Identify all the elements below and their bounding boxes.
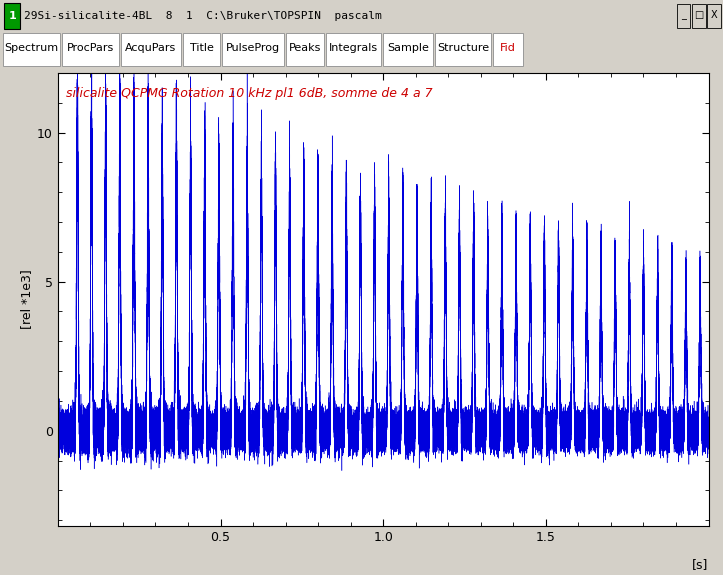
Bar [62, 33, 119, 66]
Text: 1: 1 [9, 11, 16, 21]
Text: Integrals: Integrals [329, 43, 378, 53]
Bar [183, 33, 220, 66]
Bar [3, 33, 60, 66]
Text: Sample: Sample [387, 43, 429, 53]
Text: X: X [711, 10, 717, 20]
Text: _: _ [681, 10, 686, 20]
Text: AcquPars: AcquPars [125, 43, 176, 53]
Text: Spectrum: Spectrum [4, 43, 59, 53]
Bar [435, 33, 491, 66]
Text: [s]: [s] [692, 558, 709, 571]
Text: 29Si-silicalite-4BL  8  1  C:\Bruker\TOPSPIN  pascalm: 29Si-silicalite-4BL 8 1 C:\Bruker\TOPSPI… [24, 11, 382, 21]
Bar [326, 33, 381, 66]
Text: PulseProg: PulseProg [226, 43, 280, 53]
Bar [677, 4, 690, 28]
Bar [383, 33, 433, 66]
Bar [707, 4, 721, 28]
Text: Title: Title [189, 43, 213, 53]
Bar [121, 33, 181, 66]
Y-axis label: [rel *1e3]: [rel *1e3] [20, 270, 33, 329]
Text: Peaks: Peaks [288, 43, 321, 53]
Bar [493, 33, 523, 66]
Bar [222, 33, 284, 66]
Text: Structure: Structure [437, 43, 489, 53]
Bar [692, 4, 706, 28]
Text: □: □ [694, 10, 703, 20]
Bar [4, 2, 20, 29]
Bar [286, 33, 324, 66]
Text: ProcPars: ProcPars [67, 43, 114, 53]
Text: Fid: Fid [500, 43, 516, 53]
Text: silicalite QCPMG Rotation 10 kHz pl1 6dB, somme de 4 a 7: silicalite QCPMG Rotation 10 kHz pl1 6dB… [66, 87, 432, 99]
